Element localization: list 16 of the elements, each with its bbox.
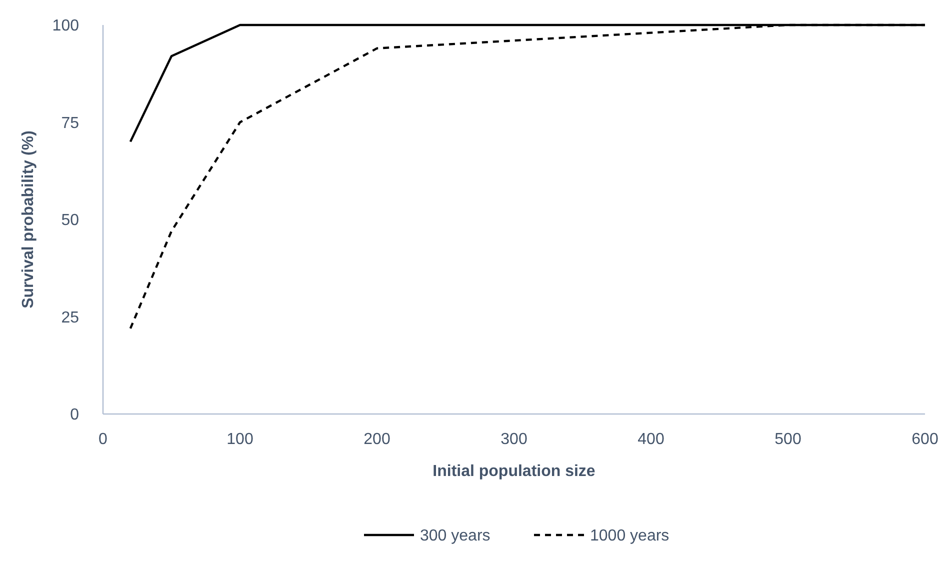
x-tick-label: 200 [364,431,390,448]
legend-label: 1000 years [590,528,670,545]
y-axis-title: Survival probability (%) [20,130,37,308]
x-tick-label: 100 [226,431,254,448]
x-axis-title: Initial population size [432,463,596,480]
x-tick-label: 600 [912,431,938,448]
x-tick-label: 500 [774,431,802,448]
x-tick-label: 300 [500,431,528,448]
y-tick-label: 0 [70,406,80,424]
x-tick-label: 0 [98,431,108,448]
x-tick-label: 400 [638,431,664,448]
y-tick-label: 75 [61,114,80,132]
y-tick-label: 100 [52,18,80,35]
legend-label: 300 years [420,528,490,545]
y-tick-label: 50 [61,212,80,230]
y-tick-label: 25 [61,309,80,326]
